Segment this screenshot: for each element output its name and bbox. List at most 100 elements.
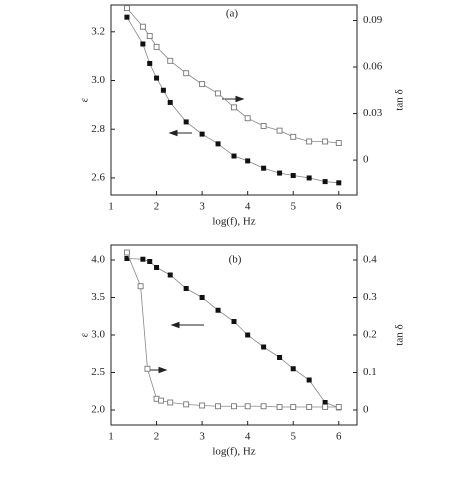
y-tick-label: 0.09 xyxy=(363,14,383,26)
marker xyxy=(245,332,251,338)
marker xyxy=(140,256,146,262)
marker xyxy=(124,14,130,20)
marker xyxy=(154,265,160,270)
marker xyxy=(322,138,329,145)
marker xyxy=(277,170,283,176)
panel-title: (a) xyxy=(226,8,239,20)
marker xyxy=(261,344,267,350)
y-tick-label: 2.0 xyxy=(91,404,105,416)
marker xyxy=(167,272,173,278)
series-line xyxy=(126,252,339,408)
panel-title: (b) xyxy=(229,254,242,266)
y-axis-label: ε xyxy=(79,97,91,102)
y-tick-label: 0.06 xyxy=(363,61,383,73)
y-tick-label: 4.0 xyxy=(91,254,105,266)
arrow-head xyxy=(158,366,168,374)
x-tick-label: 5 xyxy=(290,201,296,213)
marker xyxy=(139,23,146,30)
arrow-head xyxy=(168,129,178,137)
y-tick-label: 0.2 xyxy=(363,329,377,341)
arrow-head xyxy=(235,95,245,103)
arrow-head xyxy=(170,321,180,329)
marker xyxy=(215,307,221,313)
x-tick-label: 1 xyxy=(108,201,114,213)
marker xyxy=(167,399,174,406)
y-tick-label: 0 xyxy=(363,404,369,416)
marker xyxy=(215,90,222,97)
plot-frame xyxy=(110,4,358,196)
marker xyxy=(144,365,151,372)
y-tick-label: 0.3 xyxy=(363,291,377,303)
marker xyxy=(146,33,153,39)
x-axis-label: log(f), Hz xyxy=(212,216,255,228)
marker xyxy=(306,377,312,383)
marker xyxy=(183,70,190,77)
marker xyxy=(199,295,205,300)
x-tick-label: 6 xyxy=(336,201,342,213)
x-tick-label: 2 xyxy=(154,201,160,213)
marker xyxy=(231,403,237,410)
y-tick-label: 0.1 xyxy=(363,366,377,378)
marker xyxy=(336,180,342,186)
y-tick-label: 2.8 xyxy=(91,123,105,135)
marker xyxy=(290,133,297,140)
y-tick-label: 0.03 xyxy=(363,107,383,119)
y-tick-label: 2.6 xyxy=(91,171,105,183)
marker xyxy=(199,81,206,88)
marker xyxy=(123,249,130,256)
marker xyxy=(244,115,251,122)
marker xyxy=(183,286,189,291)
y-tick-label: 0.4 xyxy=(363,254,377,266)
marker xyxy=(335,140,342,146)
marker xyxy=(199,402,206,409)
y-tick-label: 3.2 xyxy=(91,25,105,37)
y-tick-label: 3.0 xyxy=(91,329,105,341)
marker xyxy=(322,179,328,185)
marker xyxy=(322,404,329,410)
marker xyxy=(290,173,296,179)
marker xyxy=(260,403,267,410)
x-tick-label: 3 xyxy=(199,431,205,443)
x-tick-label: 3 xyxy=(199,201,205,213)
marker xyxy=(244,403,251,410)
marker xyxy=(147,259,153,264)
series-line xyxy=(126,7,339,144)
marker xyxy=(277,355,283,360)
plot-frame xyxy=(110,244,358,426)
marker xyxy=(215,403,222,410)
marker xyxy=(183,119,189,125)
marker xyxy=(290,366,296,372)
marker xyxy=(306,404,313,410)
y2-axis-label: tan δ xyxy=(394,89,406,110)
y-tick-label: 2.5 xyxy=(91,366,105,378)
marker xyxy=(260,123,267,129)
marker xyxy=(231,104,237,111)
marker xyxy=(153,43,160,50)
marker xyxy=(276,404,283,410)
x-tick-label: 5 xyxy=(290,431,296,443)
x-tick-label: 1 xyxy=(108,431,114,443)
y-tick-label: 3.0 xyxy=(91,74,105,86)
y-axis-label: ε xyxy=(79,332,91,337)
marker xyxy=(123,5,130,12)
x-tick-label: 2 xyxy=(154,431,160,443)
arrows xyxy=(149,95,245,374)
marker xyxy=(158,397,165,404)
marker xyxy=(183,401,190,408)
x-tick-label: 4 xyxy=(245,201,251,213)
marker xyxy=(231,319,237,324)
marker xyxy=(160,87,166,93)
x-tick-label: 4 xyxy=(245,431,251,443)
y-tick-label: 3.5 xyxy=(91,291,105,303)
marker xyxy=(199,131,205,137)
marker xyxy=(322,400,328,405)
marker xyxy=(245,158,251,164)
marker xyxy=(137,283,144,290)
marker xyxy=(290,404,297,410)
marker xyxy=(261,165,267,171)
marker xyxy=(154,75,160,81)
marker xyxy=(215,141,221,147)
marker xyxy=(306,138,313,145)
marker xyxy=(140,41,146,47)
